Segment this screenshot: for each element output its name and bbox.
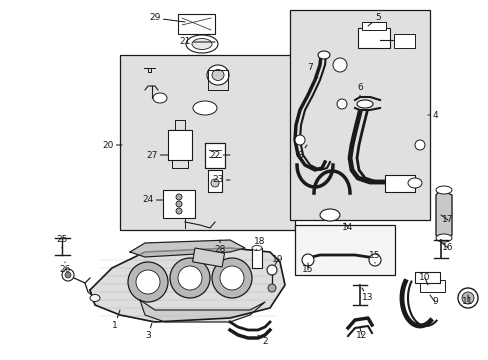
Bar [294, 225, 394, 275]
Circle shape [178, 266, 202, 290]
Text: 2: 2 [258, 335, 267, 346]
Text: 28: 28 [214, 240, 225, 255]
Text: 26: 26 [59, 262, 71, 274]
Text: 4: 4 [427, 111, 437, 120]
Text: 9: 9 [429, 295, 437, 306]
Circle shape [65, 272, 71, 278]
Circle shape [294, 135, 305, 145]
Text: 5: 5 [367, 13, 380, 26]
Ellipse shape [206, 65, 228, 85]
Circle shape [368, 254, 380, 266]
Ellipse shape [435, 234, 451, 242]
Circle shape [136, 270, 160, 294]
Text: 19: 19 [272, 256, 283, 265]
Ellipse shape [251, 246, 262, 251]
Ellipse shape [319, 209, 339, 221]
Bar [178, 14, 215, 34]
Text: 16: 16 [440, 242, 453, 252]
Ellipse shape [407, 178, 421, 188]
Circle shape [332, 58, 346, 72]
Bar [192, 248, 224, 267]
Bar [251, 248, 262, 268]
Text: 8: 8 [297, 145, 306, 159]
Bar [393, 34, 414, 48]
Bar [168, 130, 192, 160]
Text: 21: 21 [179, 37, 215, 46]
Bar [357, 28, 389, 48]
Text: 24: 24 [142, 195, 163, 204]
Text: 15: 15 [368, 251, 380, 263]
Bar [384, 175, 414, 192]
Text: 20: 20 [102, 140, 122, 149]
Polygon shape [140, 300, 264, 322]
Polygon shape [130, 240, 244, 257]
Ellipse shape [212, 69, 224, 81]
Text: 17: 17 [440, 215, 453, 225]
Text: 23: 23 [212, 175, 229, 184]
Ellipse shape [185, 35, 218, 53]
Circle shape [176, 194, 182, 200]
Text: 12: 12 [356, 328, 367, 339]
Text: 15: 15 [302, 263, 313, 274]
Ellipse shape [192, 39, 212, 49]
Text: 27: 27 [146, 150, 168, 159]
Circle shape [62, 269, 74, 281]
Ellipse shape [90, 294, 100, 302]
Circle shape [170, 258, 209, 298]
Polygon shape [90, 248, 285, 322]
Text: 1: 1 [112, 310, 120, 329]
Bar [163, 190, 195, 218]
Bar [207, 170, 222, 192]
Polygon shape [435, 190, 451, 240]
Circle shape [128, 262, 168, 302]
Ellipse shape [317, 51, 329, 59]
Bar [204, 143, 224, 168]
Text: 11: 11 [461, 295, 473, 306]
Circle shape [414, 140, 424, 150]
Circle shape [267, 284, 275, 292]
Bar [419, 280, 444, 292]
Circle shape [176, 208, 182, 214]
Bar [361, 22, 385, 30]
Bar [289, 10, 429, 220]
Text: 7: 7 [306, 63, 317, 78]
Text: 22: 22 [209, 150, 229, 159]
Text: 25: 25 [56, 235, 67, 248]
Ellipse shape [435, 186, 451, 194]
Text: 13: 13 [361, 288, 373, 302]
Ellipse shape [153, 93, 167, 103]
Text: 18: 18 [254, 238, 265, 250]
Circle shape [336, 99, 346, 109]
Text: 29: 29 [149, 13, 184, 22]
Circle shape [210, 179, 219, 187]
Circle shape [302, 254, 313, 266]
Circle shape [457, 288, 477, 308]
Circle shape [266, 265, 276, 275]
Circle shape [461, 292, 473, 304]
Circle shape [212, 258, 251, 298]
Bar [414, 272, 439, 283]
Circle shape [176, 201, 182, 207]
Text: 6: 6 [356, 84, 362, 97]
Bar [120, 55, 294, 230]
Ellipse shape [193, 101, 217, 115]
Ellipse shape [356, 100, 372, 108]
Text: 3: 3 [145, 323, 152, 339]
Text: 10: 10 [418, 274, 430, 285]
Circle shape [220, 266, 244, 290]
Text: 14: 14 [342, 223, 353, 233]
